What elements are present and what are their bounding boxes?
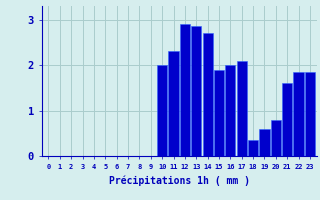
Bar <box>271 120 281 156</box>
Bar <box>191 26 201 156</box>
Bar <box>293 72 304 156</box>
Bar <box>214 70 224 156</box>
Bar <box>248 140 258 156</box>
Bar <box>203 33 213 156</box>
Bar <box>225 65 236 156</box>
Bar <box>168 51 179 156</box>
Bar <box>157 65 167 156</box>
Bar <box>236 61 247 156</box>
Bar <box>260 129 270 156</box>
Bar <box>180 24 190 156</box>
Bar <box>305 72 315 156</box>
X-axis label: Précipitations 1h ( mm ): Précipitations 1h ( mm ) <box>109 175 250 186</box>
Bar <box>282 83 292 156</box>
